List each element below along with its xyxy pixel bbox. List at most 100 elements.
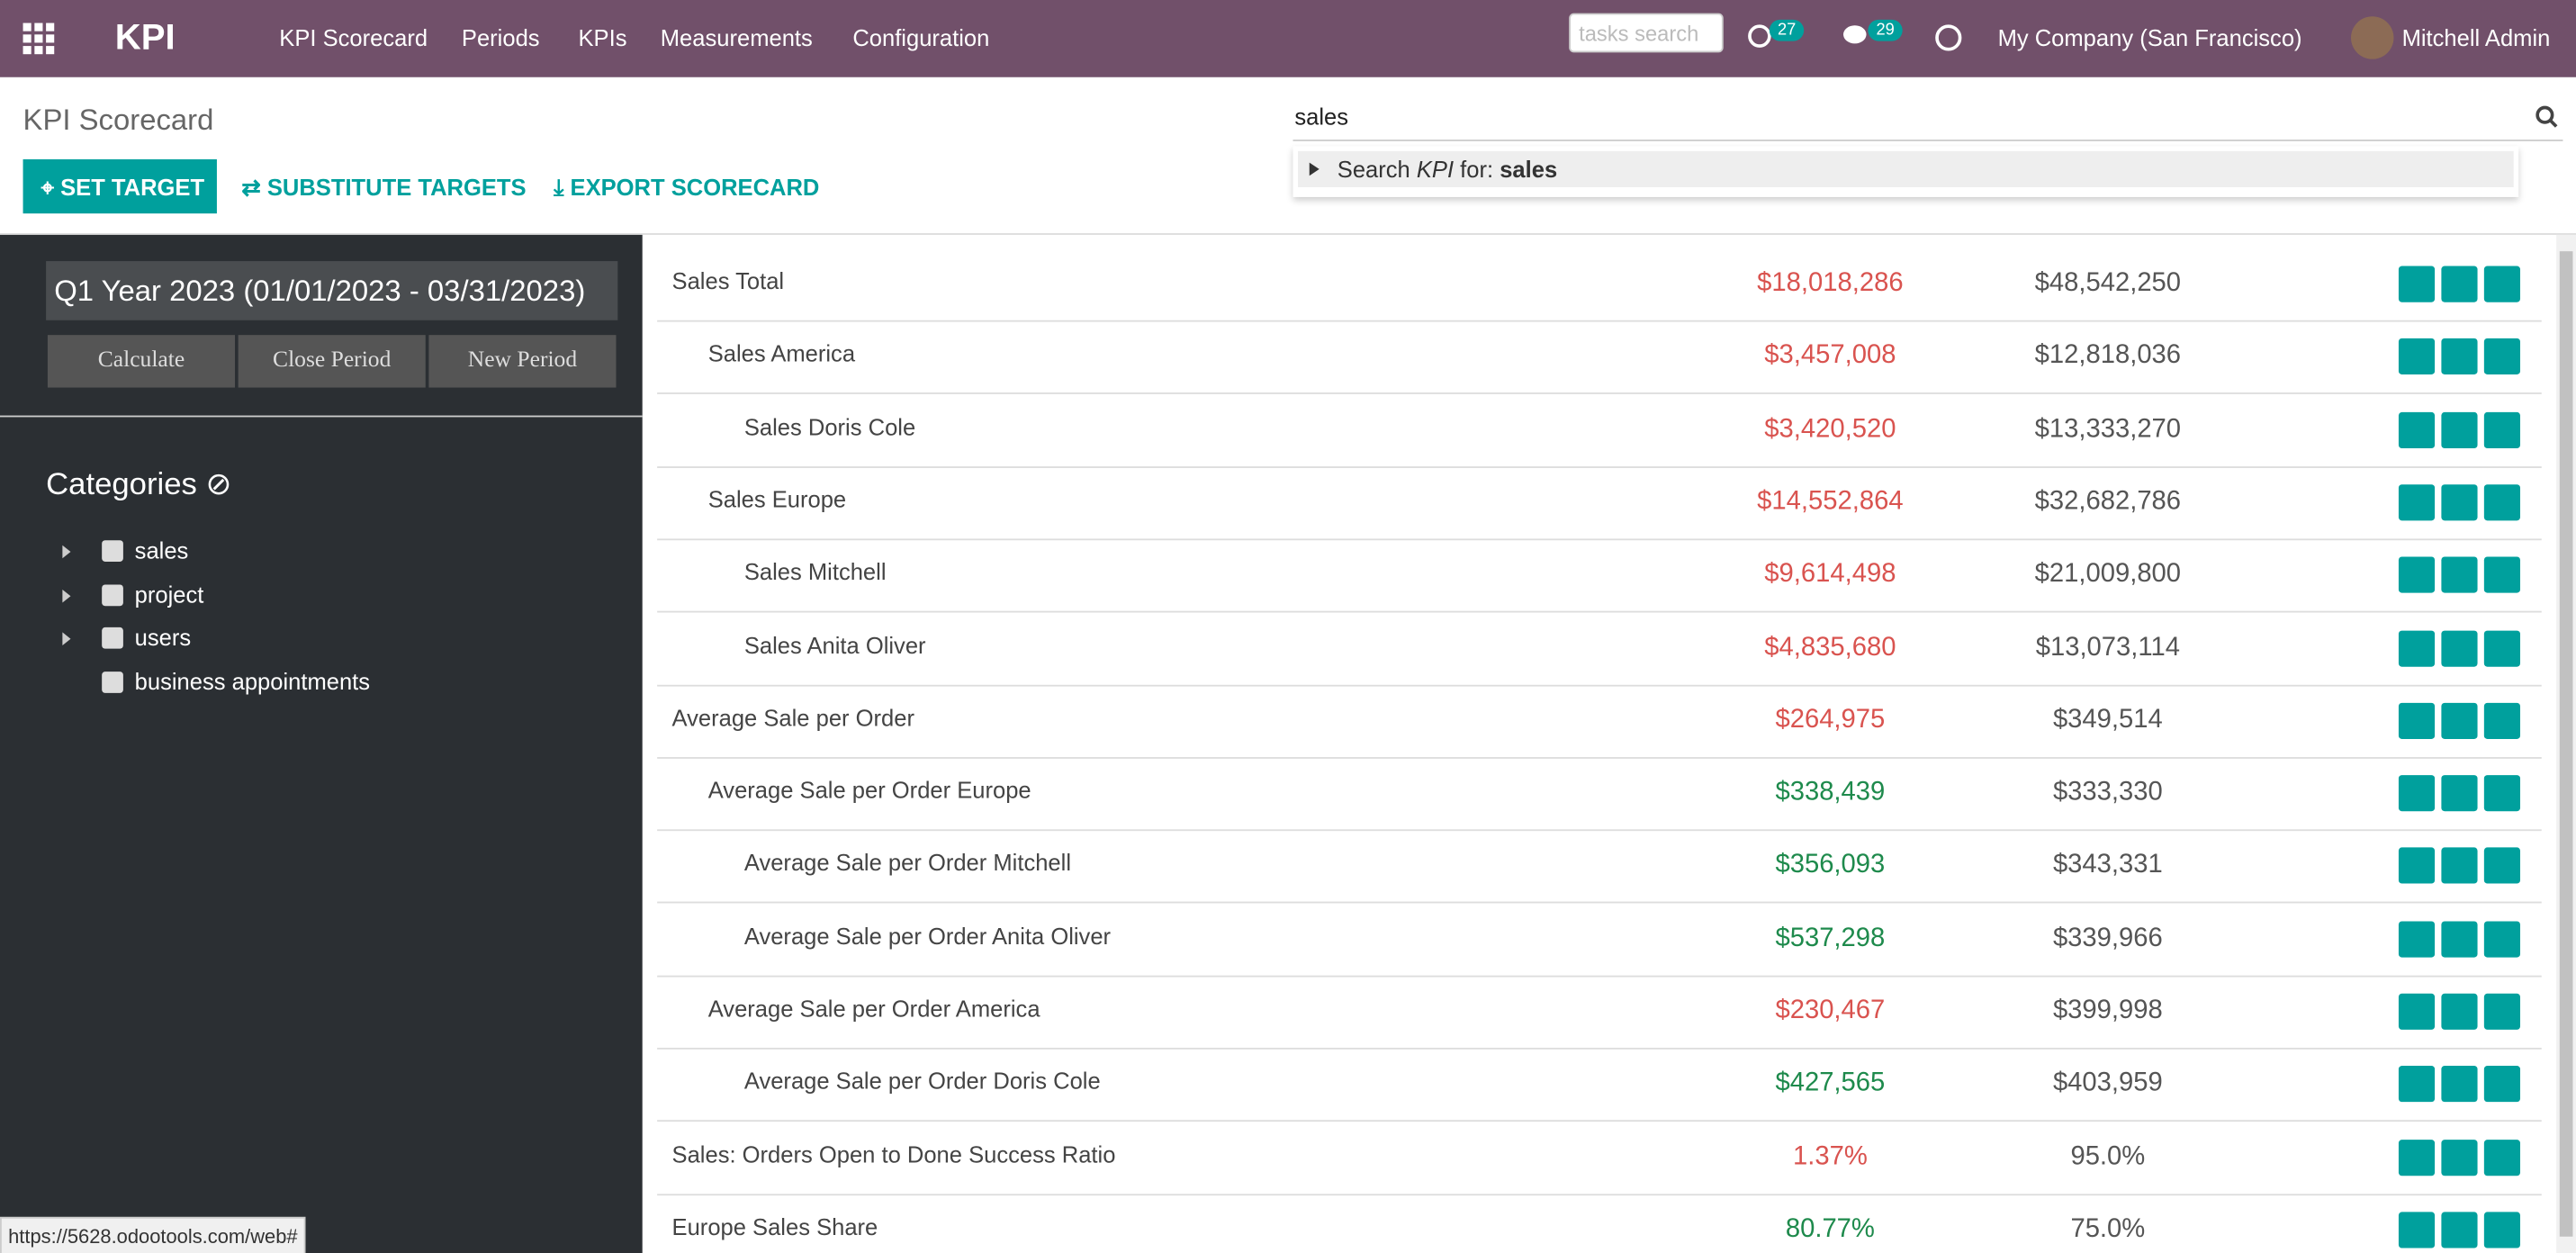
search-query[interactable]: sales bbox=[1294, 103, 1349, 131]
chart-button[interactable] bbox=[2441, 1139, 2478, 1176]
suggestion[interactable]: Search KPI for: sales bbox=[1338, 156, 1557, 182]
button-text[interactable]: SUBSTITUTE TARGETS bbox=[266, 174, 527, 201]
brand[interactable]: KPI bbox=[114, 16, 176, 58]
chart-button[interactable] bbox=[2441, 1066, 2478, 1103]
tasks-search[interactable]: tasks search bbox=[1569, 13, 1724, 53]
delete-button[interactable] bbox=[2483, 266, 2521, 302]
category-label[interactable]: project bbox=[134, 580, 204, 608]
delete-button[interactable] bbox=[2483, 775, 2521, 812]
menu-item[interactable]: KPIs bbox=[578, 24, 627, 51]
edit-button[interactable] bbox=[2398, 556, 2436, 593]
period-button[interactable]: Close Period bbox=[238, 335, 426, 388]
category-label[interactable]: sales bbox=[134, 536, 189, 563]
chart-button[interactable] bbox=[2441, 848, 2478, 885]
edit-button[interactable] bbox=[2398, 411, 2436, 448]
delete-button[interactable] bbox=[2483, 338, 2521, 375]
scroll-thumb[interactable] bbox=[2559, 251, 2573, 1237]
chart-button[interactable] bbox=[2441, 1212, 2478, 1248]
avatar[interactable] bbox=[2351, 16, 2394, 59]
kpi-name[interactable]: Average Sale per Order Anita Oliver bbox=[743, 922, 1112, 949]
delete-button[interactable] bbox=[2483, 411, 2521, 448]
chart-button[interactable] bbox=[2441, 775, 2478, 812]
kpi-name[interactable]: Sales Total bbox=[671, 267, 785, 294]
kpi-name[interactable]: Average Sale per Order Doris Cole bbox=[743, 1068, 1101, 1095]
company[interactable]: My Company (San Francisco) bbox=[1997, 24, 2302, 51]
menu-item[interactable]: Periods bbox=[461, 24, 540, 51]
expand-caret[interactable] bbox=[62, 545, 71, 559]
delete-button[interactable] bbox=[2483, 629, 2521, 666]
edit-button[interactable] bbox=[2398, 920, 2436, 958]
user-name[interactable]: Mitchell Admin bbox=[2401, 24, 2551, 51]
kpi-name[interactable]: Sales Anita Oliver bbox=[743, 631, 926, 658]
checkbox[interactable] bbox=[102, 583, 123, 606]
chart-button[interactable] bbox=[2441, 920, 2478, 958]
chart-button[interactable] bbox=[2441, 411, 2478, 448]
checkbox[interactable] bbox=[102, 626, 123, 649]
kpi-name[interactable]: Average Sale per Order America bbox=[707, 995, 1040, 1022]
edit-button[interactable] bbox=[2398, 483, 2436, 521]
substitute-button[interactable]: ⇄ SUBSTITUTE TARGETS bbox=[241, 174, 527, 201]
search-input[interactable] bbox=[1293, 98, 2563, 141]
button-label[interactable]: ⌖ SET TARGET bbox=[41, 174, 205, 201]
chart-button[interactable] bbox=[2441, 483, 2478, 521]
edit-button[interactable] bbox=[2398, 338, 2436, 375]
delete-button[interactable] bbox=[2483, 556, 2521, 593]
menu-item[interactable]: KPI Scorecard bbox=[279, 24, 428, 51]
kpi-name[interactable]: Average Sale per Order Mitchell bbox=[743, 849, 1072, 877]
expand-caret[interactable] bbox=[62, 589, 71, 602]
button-text[interactable]: SET TARGET bbox=[60, 174, 205, 201]
category-label[interactable]: users bbox=[134, 624, 192, 651]
scrollbar[interactable] bbox=[2556, 234, 2576, 1253]
delete-button[interactable] bbox=[2483, 848, 2521, 885]
edit-button[interactable] bbox=[2398, 1139, 2436, 1176]
kpi-name[interactable]: Sales America bbox=[707, 340, 856, 367]
set-target-button[interactable] bbox=[23, 158, 217, 214]
menu-item[interactable]: Configuration bbox=[852, 24, 990, 51]
chart-button[interactable] bbox=[2441, 266, 2478, 302]
kpi-name[interactable]: Sales Europe bbox=[707, 485, 847, 513]
chart-button[interactable] bbox=[2441, 629, 2478, 666]
button-text[interactable]: EXPORT SCORECARD bbox=[570, 174, 820, 201]
chart-button[interactable] bbox=[2441, 993, 2478, 1030]
message-icon[interactable] bbox=[1842, 23, 1868, 50]
edit-button[interactable] bbox=[2398, 266, 2436, 302]
suggestion-term[interactable]: sales bbox=[1500, 156, 1558, 183]
delete-button[interactable] bbox=[2483, 920, 2521, 958]
period-button[interactable]: New Period bbox=[428, 335, 617, 388]
edit-button[interactable] bbox=[2398, 775, 2436, 812]
refresh-icon[interactable] bbox=[1933, 23, 1963, 53]
chart-button[interactable] bbox=[2441, 556, 2478, 593]
expand-caret[interactable] bbox=[62, 632, 71, 645]
delete-button[interactable] bbox=[2483, 1139, 2521, 1176]
export-button[interactable]: ⤓ EXPORT SCORECARD bbox=[554, 174, 820, 201]
kpi-name[interactable]: Europe Sales Share bbox=[671, 1213, 878, 1240]
edit-button[interactable] bbox=[2398, 848, 2436, 885]
delete-button[interactable] bbox=[2483, 1066, 2521, 1103]
period-button[interactable]: Calculate bbox=[47, 335, 236, 388]
edit-button[interactable] bbox=[2398, 1212, 2436, 1248]
kpi-name[interactable]: Average Sale per Order bbox=[671, 704, 914, 731]
checkbox[interactable] bbox=[102, 671, 123, 692]
kpi-name[interactable]: Average Sale per Order Europe bbox=[707, 777, 1031, 804]
chart-button[interactable] bbox=[2441, 702, 2478, 739]
edit-button[interactable] bbox=[2398, 702, 2436, 739]
kpi-name[interactable]: Sales Doris Cole bbox=[743, 413, 916, 440]
suggestion-highlight[interactable] bbox=[1297, 150, 2514, 187]
suggestion-prefix[interactable]: Search bbox=[1337, 156, 1410, 183]
delete-button[interactable] bbox=[2483, 993, 2521, 1030]
edit-button[interactable] bbox=[2398, 993, 2436, 1030]
delete-button[interactable] bbox=[2483, 702, 2521, 739]
category-label[interactable]: business appointments bbox=[134, 667, 371, 694]
suggestion-model[interactable]: KPI bbox=[1416, 156, 1455, 183]
activity-icon[interactable] bbox=[1746, 23, 1772, 50]
delete-button[interactable] bbox=[2483, 1212, 2521, 1248]
apps-icon[interactable] bbox=[23, 23, 57, 56]
edit-button[interactable] bbox=[2398, 1066, 2436, 1103]
kpi-name[interactable]: Sales Mitchell bbox=[743, 558, 887, 585]
delete-button[interactable] bbox=[2483, 483, 2521, 521]
checkbox[interactable] bbox=[102, 540, 123, 562]
suggestion-middle[interactable]: for: bbox=[1460, 156, 1494, 183]
period-select[interactable]: Q1 Year 2023 (01/01/2023 - 03/31/2023) bbox=[46, 261, 618, 320]
kpi-name[interactable]: Sales: Orders Open to Done Success Ratio bbox=[671, 1140, 1116, 1167]
search-icon[interactable] bbox=[2535, 105, 2558, 129]
